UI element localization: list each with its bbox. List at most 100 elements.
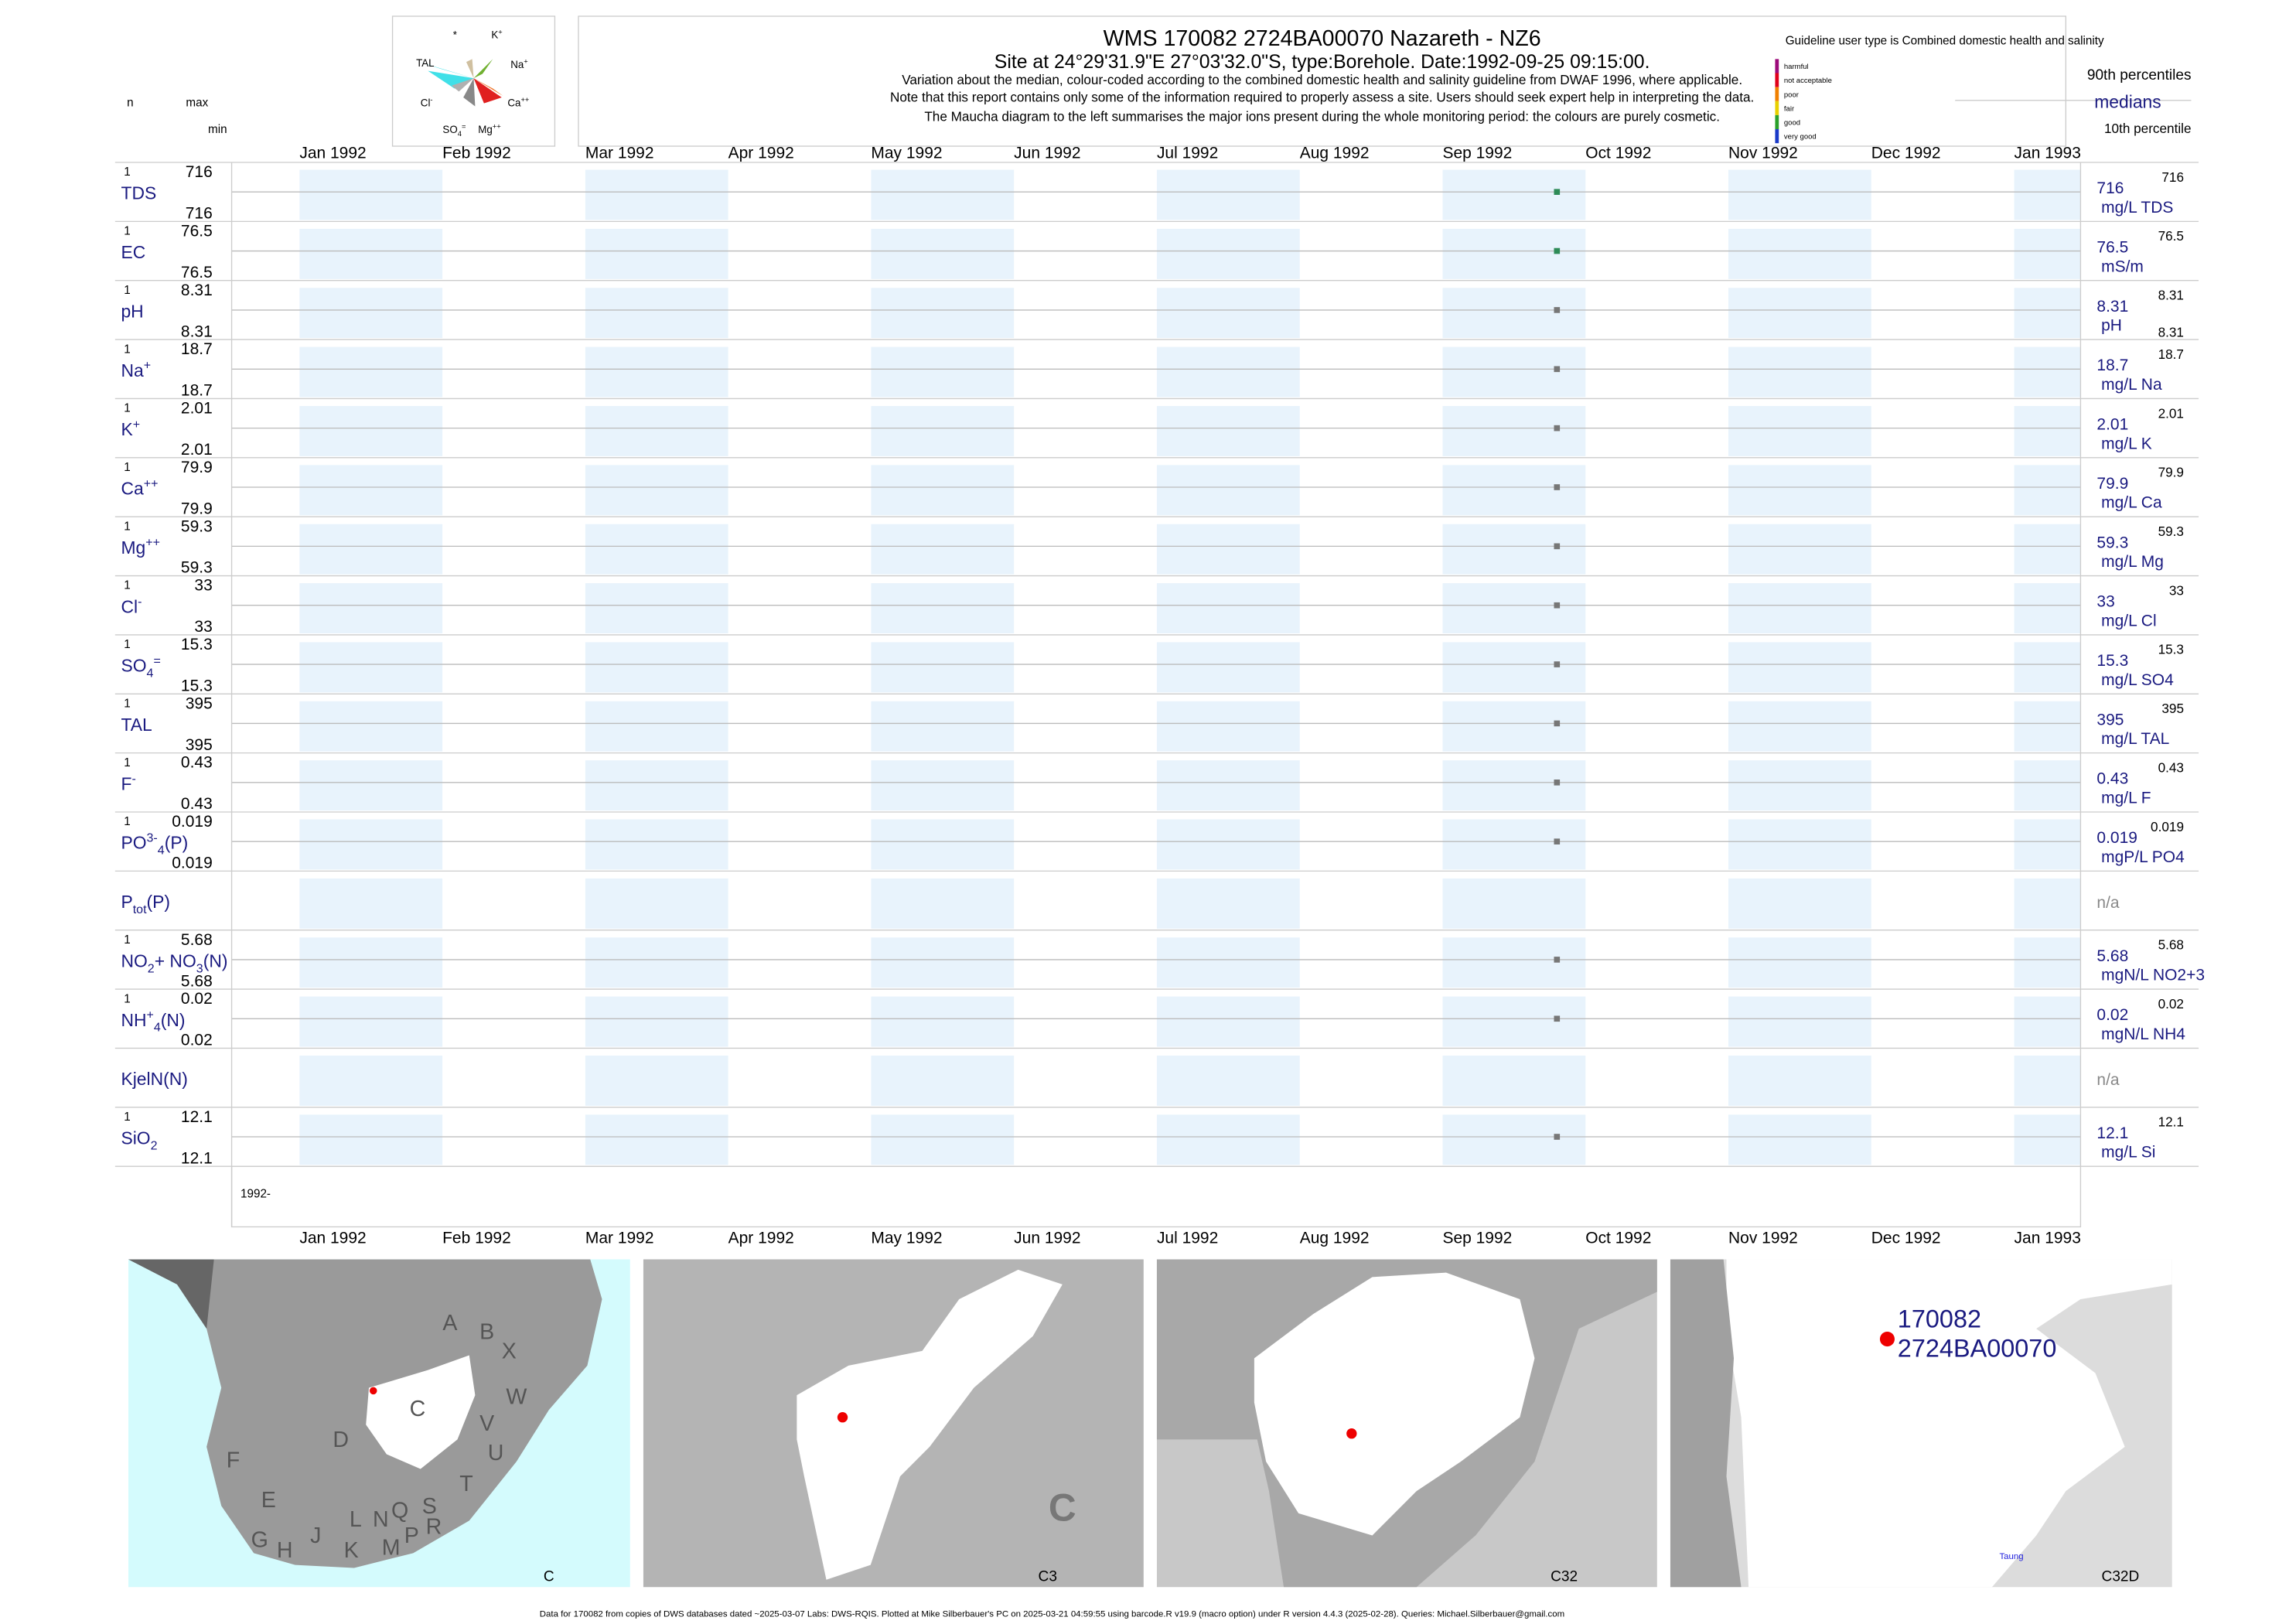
site-dot bbox=[1879, 1332, 1895, 1347]
month-shade bbox=[1728, 1114, 1871, 1165]
month-shade bbox=[1442, 701, 1586, 752]
month-shade bbox=[299, 346, 443, 397]
parameter-label-part: NH bbox=[121, 1010, 146, 1030]
month-shade bbox=[1442, 937, 1586, 988]
month-label: Apr 1992 bbox=[728, 1229, 794, 1247]
month-shade bbox=[1156, 406, 1300, 456]
max-value: 76.5 bbox=[181, 222, 213, 240]
month-shade bbox=[2014, 760, 2081, 811]
month-shade bbox=[1442, 465, 1586, 516]
sample-point bbox=[1554, 720, 1561, 727]
guideline-label: fair bbox=[1784, 104, 1795, 113]
maucha-label: K+ bbox=[491, 28, 502, 40]
month-shade bbox=[585, 701, 728, 752]
parameter-label-part: (N) bbox=[161, 1010, 186, 1030]
parameter-label-part: Cl bbox=[121, 596, 138, 616]
count: 1 bbox=[124, 992, 130, 1005]
month-shade bbox=[299, 701, 443, 752]
parameter-label-part: + NO bbox=[155, 950, 196, 971]
region-letter: F bbox=[227, 1448, 240, 1473]
parameter-label-part: 2 bbox=[148, 961, 155, 975]
maucha-label-part: * bbox=[453, 29, 457, 41]
max-value: 15.3 bbox=[181, 636, 213, 653]
maucha-diagram bbox=[418, 59, 503, 107]
month-shade bbox=[2014, 819, 2081, 870]
guideline-label: very good bbox=[1784, 133, 1817, 142]
month-shade bbox=[1728, 346, 1871, 397]
unit: mg/L K bbox=[2101, 435, 2152, 452]
p90-value: 76.5 bbox=[2158, 228, 2184, 244]
map-catchment bbox=[797, 1269, 1063, 1580]
month-shade bbox=[299, 996, 443, 1047]
month-shade bbox=[1728, 583, 1871, 633]
parameter-label: pH bbox=[121, 301, 143, 321]
month-shade bbox=[299, 406, 443, 456]
panel-label: C32D bbox=[2102, 1569, 2140, 1585]
month-shade bbox=[1442, 996, 1586, 1047]
sample-point bbox=[1554, 307, 1561, 313]
count: 1 bbox=[124, 756, 130, 769]
median-value: 18.7 bbox=[2096, 357, 2128, 374]
month-label: Sep 1992 bbox=[1442, 144, 1512, 162]
guideline-label: not acceptable bbox=[1784, 77, 1832, 85]
month-shade bbox=[1728, 169, 1871, 220]
month-shade bbox=[871, 701, 1015, 752]
p90-value: 0.02 bbox=[2158, 996, 2184, 1012]
month-shade bbox=[871, 642, 1015, 693]
month-label: May 1992 bbox=[871, 1229, 942, 1247]
count: 1 bbox=[124, 461, 130, 474]
parameter-label-part: Mg bbox=[121, 537, 145, 558]
maucha-label-part: Cl bbox=[421, 97, 431, 108]
month-label: Mar 1992 bbox=[585, 144, 654, 162]
month-shade bbox=[1442, 524, 1586, 575]
month-shade bbox=[1442, 288, 1586, 339]
count: 1 bbox=[124, 697, 130, 710]
parameter-label-part: Ca bbox=[121, 479, 144, 499]
maucha-label-part: Na bbox=[510, 59, 524, 70]
p90-value: 79.9 bbox=[2158, 465, 2184, 480]
parameter-label: TDS bbox=[121, 183, 156, 203]
month-shade bbox=[871, 819, 1015, 870]
month-shade bbox=[299, 1114, 443, 1165]
map-catchment bbox=[1726, 1259, 2172, 1588]
p90-value: 15.3 bbox=[2158, 642, 2184, 657]
note: Note that this report contains only some… bbox=[890, 90, 1754, 105]
month-shade bbox=[299, 465, 443, 516]
count: 1 bbox=[124, 638, 130, 651]
month-shade bbox=[1728, 288, 1871, 339]
month-shade bbox=[299, 878, 443, 929]
month-label: Jan 1993 bbox=[2015, 1229, 2081, 1247]
min-value: 76.5 bbox=[181, 264, 213, 281]
max-value: 79.9 bbox=[181, 459, 213, 476]
p90-value: 395 bbox=[2161, 701, 2184, 716]
month-shade bbox=[585, 760, 728, 811]
count: 1 bbox=[124, 225, 130, 238]
parameter-label-part: 2 bbox=[151, 1138, 158, 1152]
count: 1 bbox=[124, 402, 130, 415]
maucha-label: TAL bbox=[416, 57, 435, 69]
month-shade bbox=[585, 465, 728, 516]
parameter-label: Na+ bbox=[121, 359, 151, 380]
count: 1 bbox=[124, 165, 130, 179]
month-shade bbox=[1442, 819, 1586, 870]
month-label: Feb 1992 bbox=[442, 1229, 511, 1247]
month-shade bbox=[1156, 228, 1300, 279]
parameter-label-part: pH bbox=[121, 301, 143, 321]
month-shade bbox=[1156, 524, 1300, 575]
month-shade bbox=[299, 1056, 443, 1106]
parameter-label: SO4= bbox=[121, 653, 160, 680]
max-value: 33 bbox=[194, 577, 212, 595]
unit: mg/L Cl bbox=[2101, 612, 2157, 629]
sample-point bbox=[1554, 247, 1561, 254]
region-letter: M bbox=[382, 1535, 401, 1560]
month-label: Mar 1992 bbox=[585, 1229, 654, 1247]
month-shade bbox=[585, 642, 728, 693]
median-value: 0.43 bbox=[2096, 770, 2128, 788]
maucha-label-part: + bbox=[498, 28, 502, 36]
max-value: 5.68 bbox=[181, 931, 213, 949]
count: 1 bbox=[124, 933, 130, 947]
maucha-label-part: ++ bbox=[520, 96, 529, 104]
p90-value: 8.31 bbox=[2158, 288, 2184, 303]
min-value: 18.7 bbox=[181, 382, 213, 400]
